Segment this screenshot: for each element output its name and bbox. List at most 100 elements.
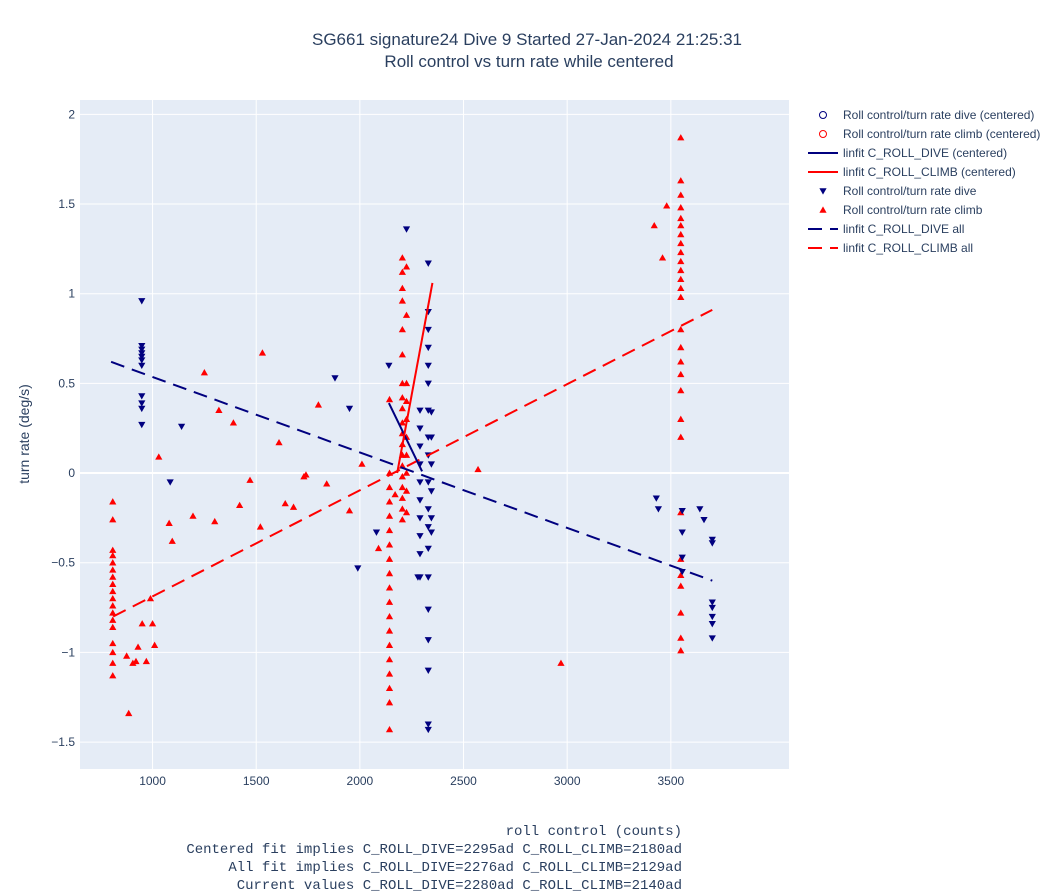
x-axis-note-all-fit: All fit implies C_ROLL_DIVE=2276ad C_ROL… bbox=[228, 860, 682, 876]
climb-point bbox=[151, 641, 159, 648]
climb-point bbox=[129, 659, 137, 666]
dive-point bbox=[424, 721, 432, 728]
climb-point bbox=[398, 268, 406, 275]
climb-point bbox=[236, 501, 244, 509]
dive-point bbox=[424, 344, 432, 352]
climb-point bbox=[109, 580, 117, 587]
legend-item[interactable]: Roll control/turn rate dive bbox=[819, 184, 977, 198]
climb-point bbox=[109, 587, 117, 595]
dive-point bbox=[424, 506, 432, 513]
legend-item[interactable]: linfit C_ROLL_DIVE all bbox=[808, 222, 964, 236]
legend-item[interactable]: linfit C_ROLL_DIVE (centered) bbox=[808, 146, 1007, 160]
climb-point bbox=[385, 655, 394, 663]
dive-point bbox=[696, 506, 704, 513]
climb-point bbox=[677, 248, 685, 256]
fit-line-solid bbox=[396, 282, 434, 474]
dive-point bbox=[708, 540, 716, 547]
dive-point bbox=[138, 353, 146, 361]
x-axis-label: roll control (counts) bbox=[506, 824, 682, 840]
climb-point bbox=[398, 473, 406, 480]
climb-point bbox=[109, 659, 117, 666]
climb-point bbox=[677, 647, 685, 654]
dive-point bbox=[138, 362, 146, 370]
climb-point bbox=[385, 641, 394, 648]
dive-point bbox=[138, 393, 146, 400]
dive-point bbox=[424, 362, 432, 370]
climb-point bbox=[189, 512, 197, 519]
legend-item[interactable]: Roll control/turn rate climb bbox=[819, 203, 983, 217]
climb-point bbox=[148, 620, 157, 627]
climb-point bbox=[398, 483, 406, 491]
dive-point bbox=[427, 515, 435, 522]
climb-point bbox=[677, 230, 685, 238]
legend-item[interactable]: Roll control/turn rate climb (centered) bbox=[819, 127, 1041, 141]
fit-line-solid bbox=[387, 402, 423, 472]
climb-point bbox=[123, 652, 131, 659]
dive-point bbox=[654, 506, 662, 513]
climb-point bbox=[374, 544, 383, 552]
climb-point bbox=[677, 634, 685, 641]
dive-point bbox=[427, 434, 435, 441]
x-tick-label: 2000 bbox=[347, 774, 374, 788]
dive-point bbox=[331, 375, 339, 382]
legend-item[interactable]: linfit C_ROLL_CLIMB (centered) bbox=[808, 165, 1016, 179]
climb-point bbox=[146, 595, 155, 602]
climb-point bbox=[398, 462, 406, 469]
climb-point bbox=[132, 657, 140, 665]
legend-item[interactable]: linfit C_ROLL_CLIMB all bbox=[808, 241, 973, 255]
climb-point bbox=[677, 325, 685, 333]
climb-point bbox=[385, 612, 394, 620]
climb-point bbox=[677, 370, 685, 378]
climb-point bbox=[398, 254, 406, 261]
dive-point bbox=[678, 529, 686, 536]
dive-point bbox=[424, 326, 432, 334]
climb-point bbox=[402, 397, 411, 405]
dive-point bbox=[424, 524, 432, 531]
climb-point bbox=[398, 516, 406, 523]
legend-label: Roll control/turn rate climb bbox=[843, 203, 983, 217]
climb-point bbox=[398, 394, 406, 401]
climb-point bbox=[398, 494, 406, 501]
dive-point bbox=[402, 226, 411, 233]
climb-point bbox=[281, 499, 289, 507]
x-axis-note-current-values: Current values C_ROLL_DIVE=2280ad C_ROLL… bbox=[237, 878, 682, 894]
climb-point bbox=[402, 379, 411, 387]
dive-point bbox=[416, 515, 424, 522]
dive-point bbox=[424, 667, 432, 674]
climb-point bbox=[109, 566, 117, 573]
dive-point bbox=[416, 443, 424, 450]
climb-point bbox=[258, 349, 267, 356]
climb-point bbox=[385, 670, 394, 677]
climb-point bbox=[109, 609, 117, 616]
climb-point bbox=[289, 503, 298, 510]
legend-item[interactable]: Roll control/turn rate dive (centered) bbox=[819, 108, 1035, 122]
legend-label: linfit C_ROLL_CLIMB (centered) bbox=[843, 165, 1016, 179]
dive-point bbox=[427, 488, 435, 495]
climb-point bbox=[398, 325, 406, 333]
climb-point bbox=[677, 266, 685, 274]
legend[interactable]: Roll control/turn rate dive (centered) Ro… bbox=[808, 108, 1040, 255]
dive-point bbox=[372, 529, 381, 536]
dive-point bbox=[427, 529, 435, 536]
climb-point bbox=[125, 709, 133, 717]
dive-point bbox=[416, 407, 424, 414]
climb-point bbox=[677, 257, 685, 265]
climb-point bbox=[109, 546, 117, 553]
climb-point bbox=[314, 401, 323, 408]
dive-point bbox=[424, 407, 432, 414]
climb-point bbox=[677, 415, 685, 422]
legend-label: Roll control/turn rate dive (centered) bbox=[843, 108, 1034, 122]
dive-point bbox=[424, 606, 432, 613]
data-layer bbox=[109, 134, 716, 734]
climb-point bbox=[677, 284, 685, 292]
climb-point bbox=[677, 134, 685, 141]
climb-point bbox=[402, 451, 411, 458]
fit-line-dashed bbox=[112, 308, 713, 618]
dive-point bbox=[678, 554, 686, 561]
dive-point bbox=[424, 574, 432, 581]
dive-point bbox=[138, 350, 146, 357]
climb-point bbox=[165, 519, 173, 526]
y-tick-label: 1.5 bbox=[58, 197, 75, 211]
climb-point bbox=[155, 453, 163, 460]
climb-point bbox=[385, 483, 394, 491]
